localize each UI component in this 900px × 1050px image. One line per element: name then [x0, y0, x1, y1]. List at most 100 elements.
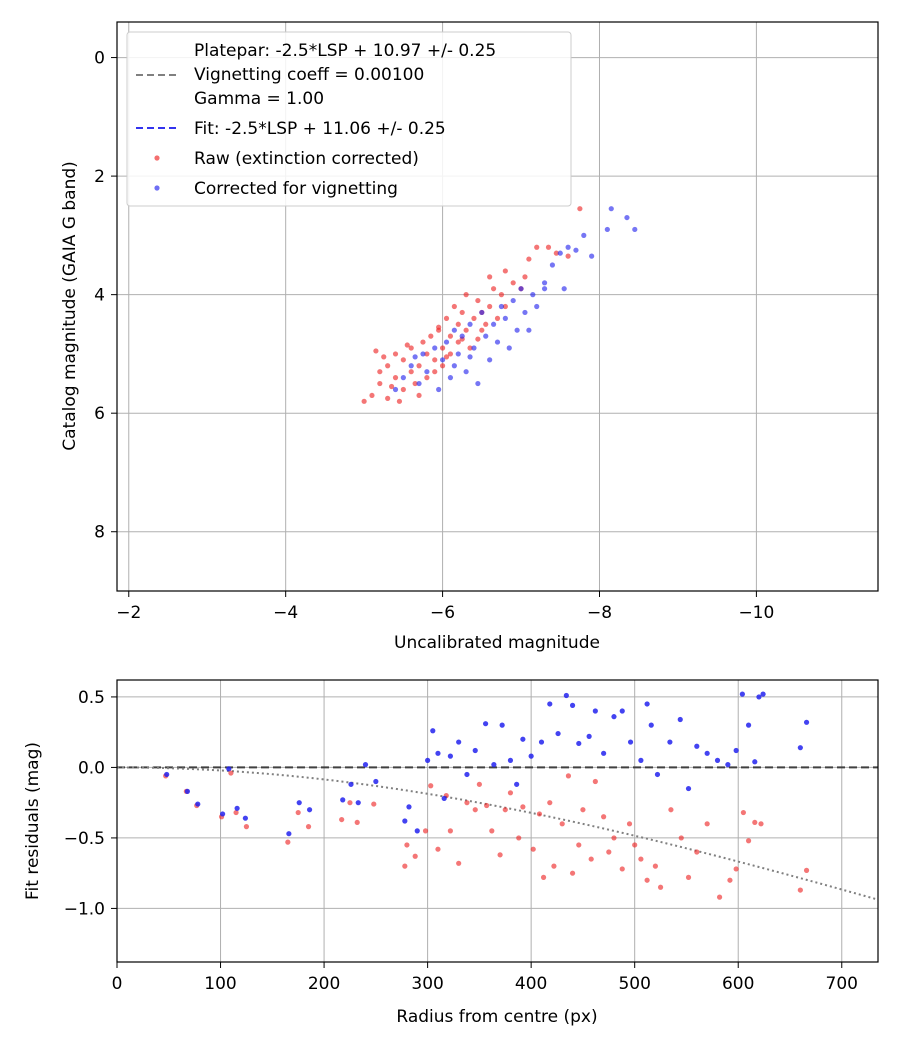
- corrected-point: [506, 345, 512, 351]
- corrected-point: [420, 351, 426, 357]
- raw-point: [577, 206, 583, 212]
- bottom-x-tick-label: 400: [515, 974, 547, 994]
- legend-raw-label: Raw (extinction corrected): [194, 149, 419, 169]
- raw-residual-point: [727, 877, 733, 883]
- raw-point: [522, 274, 528, 280]
- corrected-residual-point: [306, 807, 313, 813]
- corrected-point: [416, 380, 422, 387]
- corrected-point: [632, 226, 638, 233]
- raw-residual-point: [536, 811, 543, 817]
- corrected-point: [608, 206, 614, 212]
- raw-point: [502, 303, 508, 310]
- raw-residual-point: [497, 852, 503, 858]
- bottom-x-tick-label: 200: [308, 974, 340, 994]
- corrected-residual-point: [538, 739, 545, 745]
- corrected-residual-point: [242, 815, 248, 821]
- raw-residual-point: [619, 866, 625, 872]
- raw-residual-point: [547, 800, 553, 806]
- corrected-point: [467, 321, 473, 327]
- raw-residual-point: [551, 863, 557, 869]
- corrected-point: [487, 357, 493, 363]
- corrected-point: [447, 375, 454, 381]
- bottom-y-tick-label: 0.5: [78, 688, 105, 708]
- raw-point: [400, 357, 406, 363]
- legend-corrected-swatch: [154, 185, 160, 191]
- raw-point: [392, 375, 399, 381]
- corrected-residual-point: [472, 747, 478, 754]
- raw-residual-point: [685, 874, 692, 881]
- bottom-x-tick-label: 500: [618, 974, 650, 994]
- vignetting-curve: [117, 766, 879, 901]
- corrected-point: [526, 327, 532, 333]
- raw-point: [385, 395, 391, 401]
- corrected-point: [530, 292, 536, 298]
- raw-point: [369, 392, 375, 399]
- raw-residual-point: [412, 853, 418, 859]
- raw-residual-point: [339, 816, 345, 823]
- corrected-point: [483, 333, 489, 339]
- raw-point: [396, 398, 403, 404]
- raw-residual-point: [354, 819, 360, 826]
- corrected-residual-point: [586, 733, 592, 740]
- bottom-plot-background: [117, 680, 878, 962]
- top-y-tick-label: 8: [94, 523, 105, 543]
- raw-residual-point: [295, 809, 301, 816]
- corrected-residual-point: [563, 692, 569, 699]
- corrected-residual-point: [355, 800, 361, 806]
- raw-residual-point: [745, 838, 752, 844]
- corrected-point: [451, 327, 457, 333]
- corrected-residual-point: [226, 766, 232, 772]
- raw-residual-point: [740, 809, 747, 816]
- raw-residual-point: [516, 835, 522, 841]
- raw-point: [416, 392, 422, 399]
- corrected-point: [471, 345, 477, 351]
- corrected-residual-point: [654, 771, 661, 778]
- corrected-point: [510, 297, 516, 304]
- top-y-tick-label: 6: [94, 404, 105, 424]
- corrected-point: [439, 357, 446, 363]
- raw-point: [498, 292, 505, 298]
- corrected-residual-point: [601, 750, 607, 756]
- corrected-residual-point: [164, 771, 170, 778]
- corrected-residual-point: [745, 722, 752, 728]
- corrected-residual-point: [520, 736, 526, 742]
- raw-residual-point: [422, 828, 429, 834]
- raw-point: [463, 292, 469, 298]
- raw-point: [377, 380, 383, 387]
- corrected-residual-point: [456, 739, 462, 745]
- corrected-point: [392, 386, 399, 393]
- raw-point: [416, 363, 422, 369]
- corrected-residual-point: [340, 797, 346, 803]
- corrected-point: [436, 386, 442, 393]
- raw-point: [455, 339, 461, 345]
- legend-gamma-label: Gamma = 1.00: [194, 89, 324, 109]
- corrected-residual-point: [464, 771, 470, 778]
- corrected-residual-point: [447, 753, 453, 759]
- corrected-point: [451, 363, 457, 369]
- top-x-axis-label: Uncalibrated magnitude: [394, 633, 600, 653]
- corrected-point: [589, 253, 595, 259]
- corrected-residual-point: [760, 691, 766, 697]
- raw-residual-point: [371, 801, 377, 807]
- raw-residual-point: [428, 783, 434, 789]
- legend-platepar-label: Platepar: -2.5*LSP + 10.97 +/- 0.25: [194, 41, 496, 61]
- corrected-point: [459, 333, 465, 339]
- corrected-point: [581, 232, 587, 238]
- raw-residual-point: [632, 842, 638, 848]
- raw-point: [565, 253, 571, 259]
- raw-residual-point: [484, 802, 490, 809]
- raw-point: [381, 354, 387, 360]
- top-y-tick-label: 0: [94, 49, 105, 69]
- raw-point: [479, 327, 485, 333]
- raw-point: [447, 351, 454, 357]
- raw-point: [388, 383, 395, 390]
- corrected-residual-point: [648, 722, 654, 728]
- raw-residual-point: [611, 835, 617, 841]
- corrected-point: [490, 321, 497, 327]
- raw-residual-point: [797, 887, 803, 893]
- corrected-residual-point: [234, 805, 240, 811]
- raw-point: [424, 375, 430, 381]
- raw-residual-point: [588, 856, 594, 862]
- raw-point: [373, 348, 379, 354]
- raw-residual-point: [652, 863, 658, 869]
